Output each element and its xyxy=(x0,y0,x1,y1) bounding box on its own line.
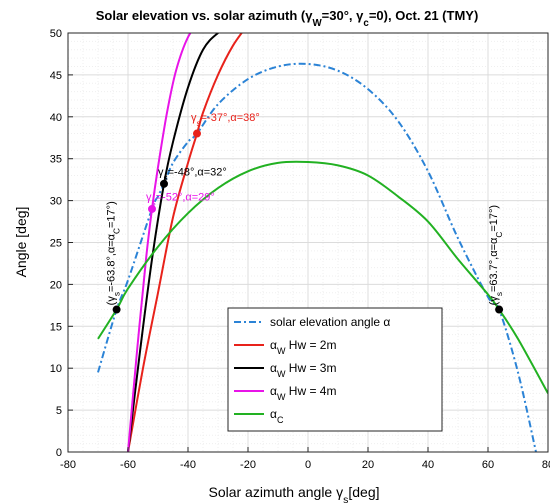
annotation-label: γs=-52°,α=29° xyxy=(146,192,215,208)
alpha-w-hw2-line xyxy=(127,33,243,452)
series-lines xyxy=(97,33,548,452)
legend-entry: αW Hw = 2m xyxy=(270,338,336,356)
data-point-marker xyxy=(112,305,121,314)
y-tick-label: 5 xyxy=(56,405,62,417)
y-tick-label: 45 xyxy=(50,70,62,82)
y-tick-label: 35 xyxy=(50,154,62,166)
annotation-label: γs=-48°,α=32° xyxy=(158,166,227,182)
data-point-marker xyxy=(193,129,201,138)
y-tick-label: 15 xyxy=(50,321,62,333)
x-tick-label: 40 xyxy=(422,459,434,471)
data-markers xyxy=(112,129,504,314)
x-axis-label: Solar azimuth angle γs[deg] xyxy=(208,484,379,503)
x-tick-label: 0 xyxy=(305,459,311,471)
alpha-w-hw3-line xyxy=(127,33,220,452)
x-tick-label: -80 xyxy=(60,459,76,471)
axis-ticks: -80 -60 -40 -20 0 20 40 60 80 0 5 10 15 20 25 30 35 40 45 5… xyxy=(50,28,550,471)
legend-entry: αW Hw = 4m xyxy=(270,384,336,402)
y-axis-label: Angle [deg] xyxy=(13,207,29,278)
annotations: (γs=-63.8°,α=αC=17°) (γs=63.7°,α=αC=17°) γ… xyxy=(106,112,504,305)
y-tick-label: 40 xyxy=(50,112,62,124)
legend-entry: αC xyxy=(270,407,284,425)
y-tick-label: 50 xyxy=(50,28,62,40)
y-tick-label: 0 xyxy=(56,447,62,459)
y-tick-label: 25 xyxy=(50,238,62,250)
legend: solar elevation angle α αW Hw = 2m αW Hw =… xyxy=(227,307,443,432)
data-point-marker xyxy=(148,204,156,213)
annotation-label: (γs=63.7°,α=αC=17°) xyxy=(488,205,504,305)
legend-entry: αW Hw = 3m xyxy=(270,361,336,379)
grid xyxy=(67,32,549,453)
x-tick-label: -60 xyxy=(120,459,136,471)
chart-title: Solar elevation vs. solar azimuth (γW=30… xyxy=(96,8,479,29)
alpha-c-line xyxy=(97,160,548,394)
data-point-marker xyxy=(495,305,504,314)
y-tick-label: 10 xyxy=(50,363,62,375)
legend-entry: solar elevation angle α xyxy=(270,315,390,329)
x-tick-label: 20 xyxy=(362,459,374,471)
y-tick-label: 20 xyxy=(50,279,62,291)
annotation-label: γs=-37°,α=38° xyxy=(191,112,260,128)
alpha-w-hw4-line xyxy=(127,33,192,452)
x-tick-label: -40 xyxy=(180,459,196,471)
y-tick-label: 30 xyxy=(50,196,62,208)
x-tick-label: 60 xyxy=(482,459,494,471)
data-point-marker xyxy=(160,179,168,188)
legend-box xyxy=(227,307,443,432)
x-tick-label: 80 xyxy=(542,459,550,471)
x-tick-label: -20 xyxy=(240,459,256,471)
annotation-label: (γs=-63.8°,α=αC=17°) xyxy=(106,201,122,305)
